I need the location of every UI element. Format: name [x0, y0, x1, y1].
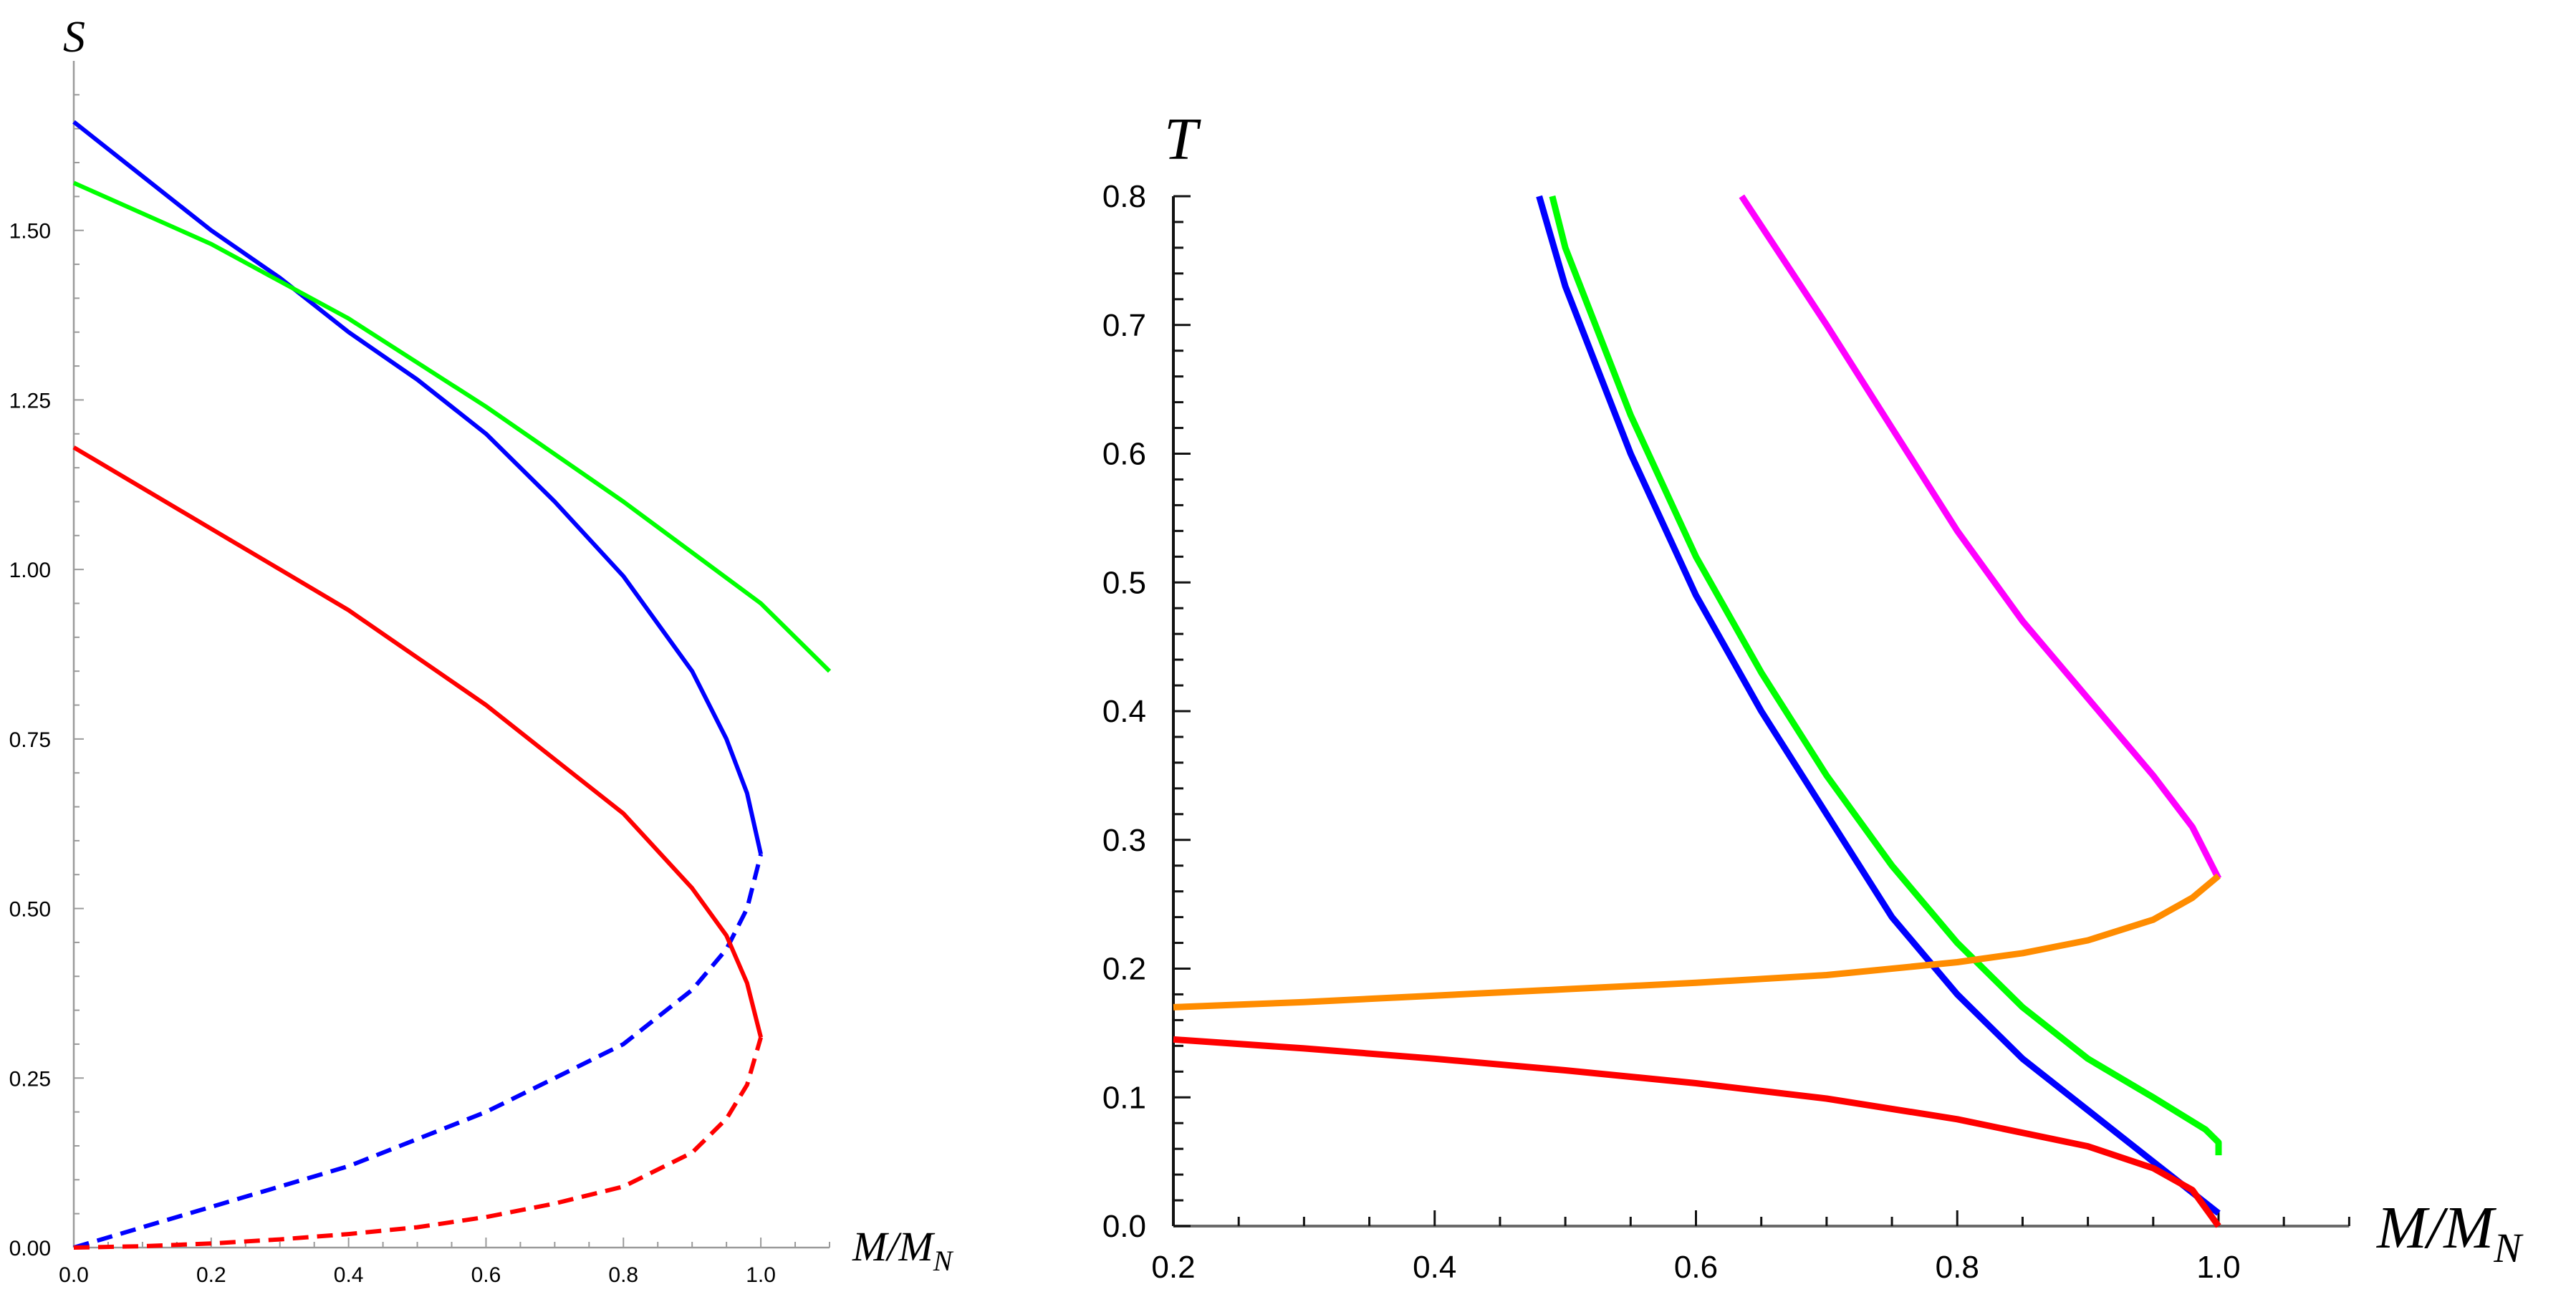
- y-tick-label: 0.2: [1102, 952, 1146, 987]
- series-line-red-dashed: [73, 1036, 763, 1250]
- x-axis-label: M/MN: [2376, 1195, 2524, 1271]
- x-axis-label-main: M/M: [2376, 1195, 2496, 1261]
- temperature-chart: 0.2 0.4 0.6 0.8 1.0 0.0 0.1 0.2 0.3 0.4 0.5 0.6 0.7 0…: [1102, 106, 2524, 1285]
- x-axis-label: M/MN: [852, 1223, 954, 1277]
- y-tick-label: 1.25: [9, 389, 51, 413]
- y-tick-label: 0.4: [1102, 694, 1146, 729]
- x-tick-label: 0.8: [608, 1263, 638, 1287]
- series-line-magenta: [1739, 194, 2222, 880]
- series-line-red-solid: [72, 445, 764, 1038]
- y-tick-label: 0.5: [1102, 565, 1146, 600]
- series-line-blue: [1536, 195, 2221, 1216]
- x-axis-label-subscript: N: [933, 1245, 954, 1277]
- series-line-green: [72, 180, 832, 673]
- x-axis-label-subscript: N: [2493, 1225, 2524, 1271]
- y-tick-label: 0.0: [1102, 1209, 1146, 1244]
- x-tick-label: 0.8: [1936, 1250, 1979, 1285]
- series-line-green: [1549, 195, 2222, 1156]
- x-tick-label: 1.0: [2196, 1250, 2240, 1285]
- x-tick-label: 0.2: [1151, 1250, 1195, 1285]
- axis-ticks: 0.2 0.4 0.6 0.8 1.0 0.0 0.1 0.2 0.3 0.4 0.5 0.6 0.7 0…: [1102, 179, 2350, 1285]
- x-tick-label: 0.6: [471, 1263, 501, 1287]
- entropy-chart: 0.0 0.2 0.4 0.6 0.8 1.0 0.00 0.25 0.50 0.75 1.00 1.…: [9, 13, 954, 1287]
- series-line-red: [1173, 1036, 2221, 1228]
- x-tick-label: 0.4: [1413, 1250, 1456, 1285]
- y-axis-label: S: [63, 13, 85, 62]
- y-tick-label: 0.3: [1102, 823, 1146, 858]
- series-line-blue-dashed: [73, 854, 764, 1250]
- y-tick-label: 0.00: [9, 1237, 51, 1260]
- x-tick-label: 0.2: [196, 1263, 226, 1287]
- y-tick-label: 0.8: [1102, 179, 1146, 214]
- series-group: [72, 120, 832, 1250]
- x-tick-label: 1.0: [746, 1263, 776, 1287]
- y-tick-label: 0.1: [1102, 1080, 1146, 1115]
- x-tick-label: 0.0: [59, 1263, 89, 1287]
- y-tick-label: 0.75: [9, 728, 51, 752]
- y-tick-label: 1.00: [9, 559, 51, 582]
- x-axis-label-main: M/M: [852, 1223, 935, 1270]
- x-tick-label: 0.6: [1674, 1250, 1718, 1285]
- axis-ticks: 0.0 0.2 0.4 0.6 0.8 1.0 0.00 0.25 0.50 0.75 1.00 1.…: [9, 94, 830, 1287]
- y-axis-label: T: [1164, 106, 1201, 173]
- x-tick-label: 0.4: [334, 1263, 364, 1287]
- series-line-orange: [1173, 873, 2221, 1011]
- y-tick-label: 0.50: [9, 898, 51, 922]
- y-tick-label: 0.25: [9, 1067, 51, 1091]
- series-line-blue-solid: [72, 120, 764, 855]
- y-tick-label: 0.6: [1102, 437, 1146, 472]
- series-group: [1173, 194, 2222, 1228]
- y-tick-label: 0.7: [1102, 308, 1146, 343]
- y-tick-label: 1.50: [9, 220, 51, 243]
